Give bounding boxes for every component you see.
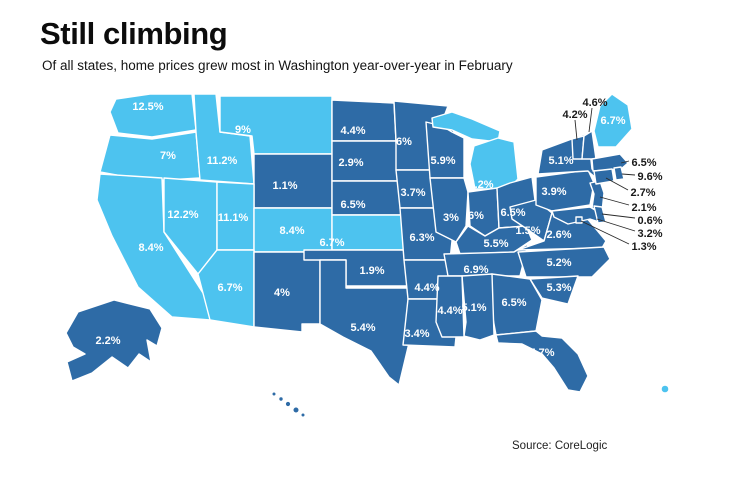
state-label-ID: 11.2% [207,155,238,167]
state-label-NY: 5.1% [548,155,573,167]
state-label-VA: 2.6% [546,229,571,241]
state-label-KY: 5.5% [483,238,508,250]
state-label-ME: 6.7% [600,115,625,127]
state-ME [593,93,633,148]
state-label-DE: 0.6% [637,215,662,227]
state-NH [581,130,597,160]
state-label-MA: 6.5% [631,157,656,169]
state-label-CO: 8.4% [279,225,304,237]
state-label-SC: 5.3% [546,282,571,294]
leader-line-DC [580,220,630,245]
state-label-AL: 5.1% [461,302,486,314]
leader-line-NH [588,107,593,133]
state-label-PA: 3.9% [541,186,566,198]
state-label-NM: 4% [274,287,290,299]
leader-line-RI [621,173,636,176]
state-label-HI: 4.2% [245,400,270,412]
state-label-TN: 6.9% [463,264,488,276]
state-HI [292,406,300,414]
state-NC [517,246,611,278]
state-label-NV: 12.2% [167,209,198,221]
state-label-WY: 1.1% [272,180,297,192]
state-HI [277,395,285,403]
state-label-DC: 1.3% [631,241,656,253]
state-label-OR: 7% [160,150,176,162]
leader-line-NJ [599,196,630,206]
state-label-MN: 6% [396,136,412,148]
state-label-SD: 2.9% [338,157,363,169]
state-HI [271,391,277,397]
state-label-NE: 6.5% [340,199,365,211]
state-label-NH: 4.6% [582,97,607,109]
state-label-FL: 5.7% [529,347,554,359]
state-label-MI: 7.2% [468,179,493,191]
state-label-OH: 6.5% [500,207,525,219]
state-DC [575,216,583,224]
state-label-IN: 6% [468,210,484,222]
state-FL [495,330,589,393]
state-label-WA: 12.5% [132,101,163,113]
state-label-ND: 4.4% [340,125,365,137]
state-label-AK: 2.2% [95,335,120,347]
source-credit: Source: CoreLogic [512,440,608,452]
state-IL [429,177,469,243]
state-CT [593,168,615,185]
state-label-WV: 1.5% [515,225,540,237]
state-label-RI: 9.6% [637,171,662,183]
state-OR [99,131,201,182]
state-label-AZ: 6.7% [217,282,242,294]
state-label-MS: 4.4% [437,305,462,317]
state-ID [193,93,255,185]
state-CA [96,173,211,321]
state-WA [109,93,197,138]
small-island-shape [660,384,670,394]
state-label-IL: 3% [443,212,459,224]
state-label-UT: 11.1% [218,212,249,224]
leader-line-MA [620,160,630,164]
leader-line-DE [601,213,636,219]
state-MD [551,206,603,225]
state-label-CA: 8.4% [138,242,163,254]
state-label-OK: 1.9% [359,265,384,277]
state-AL [461,273,495,341]
state-label-NC: 5.2% [546,257,571,269]
state-label-CT: 2.7% [630,187,655,199]
state-RI [613,166,625,181]
state-label-TX: 5.4% [350,322,375,334]
state-HI [300,412,306,418]
state-label-MT: 9% [235,124,251,136]
state-label-IA: 3.7% [400,187,425,199]
state-label-KS: 6.7% [319,237,344,249]
state-AK [65,299,163,382]
leader-line-VT [574,119,578,141]
leader-line-MD [596,218,636,232]
state-HI [284,400,292,408]
leader-line-CT [605,177,629,191]
state-label-VT: 4.2% [562,109,587,121]
state-label-MO: 6.3% [409,232,434,244]
state-MS [435,275,465,338]
state-label-AR: 4.4% [414,282,439,294]
chart-subtitle: Of all states, home prices grew most in … [42,58,513,73]
state-label-MD: 3.2% [637,228,662,240]
chart-title: Still climbing [40,16,228,51]
state-AZ [197,249,255,328]
state-label-WI: 5.9% [430,155,455,167]
state-label-LA: 3.4% [404,328,429,340]
state-label-NJ: 2.1% [631,202,656,214]
state-label-GA: 6.5% [501,297,526,309]
